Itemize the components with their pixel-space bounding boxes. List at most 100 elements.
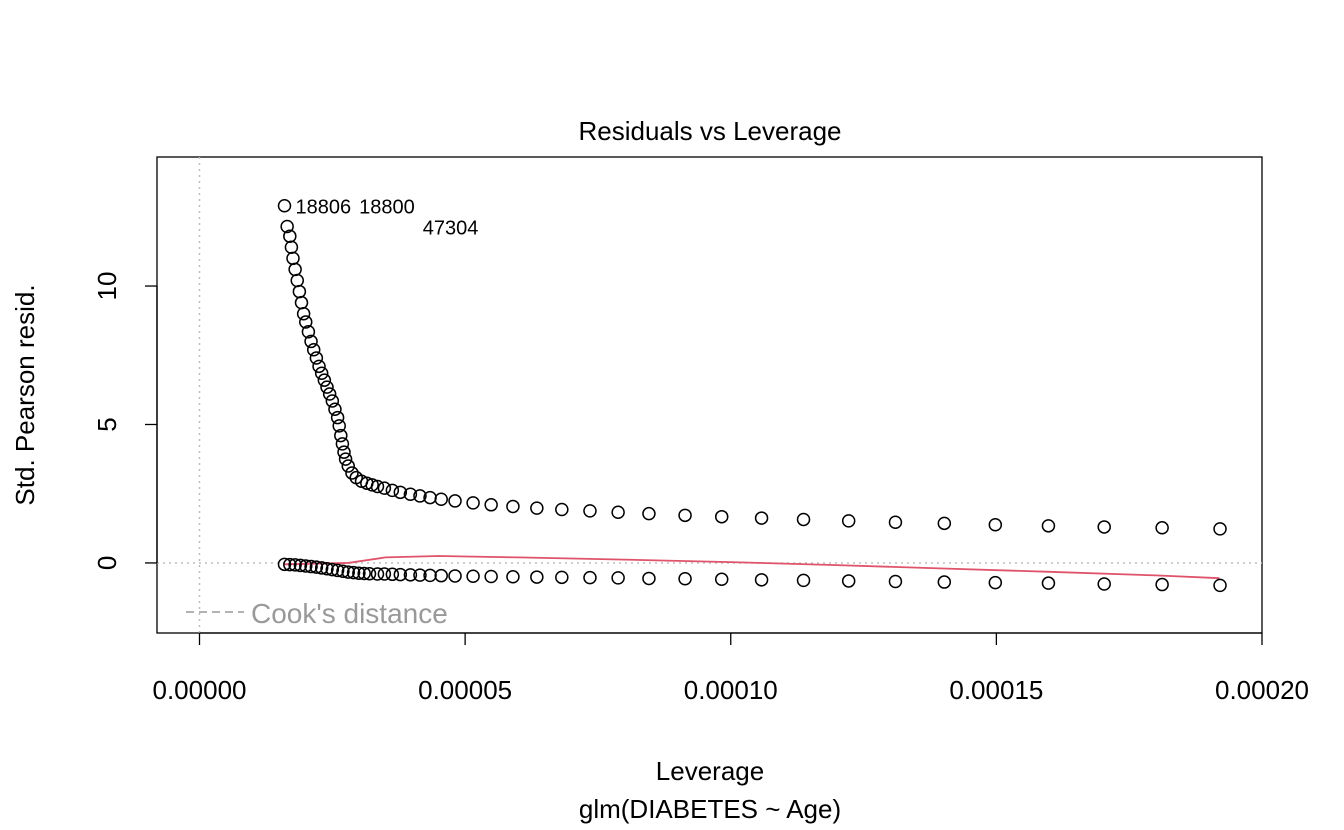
data-point [393,485,408,500]
data-point [413,489,427,503]
data-point [484,498,498,512]
data-point [530,570,544,584]
data-point [555,502,569,517]
data-point [309,351,324,365]
data-point [296,306,311,321]
x-axis: 0.00000 0.00005 0.00010 0.00015 0.00020 [153,632,1309,705]
data-point [330,563,345,578]
data-point [317,373,332,387]
legend-label: Cook's distance [251,598,448,629]
point-label: 47304 [423,218,479,240]
points-group [277,198,1227,593]
data-point [288,262,302,277]
x-axis-label: Leverage [656,756,764,786]
data-point [346,565,361,580]
data-point [1213,578,1227,593]
data-point [377,481,392,495]
data-point [362,566,377,581]
data-point [370,479,385,494]
x-tick-label: 0.00015 [949,675,1043,705]
data-point [888,574,903,589]
data-point [293,558,308,573]
data-point [988,575,1003,590]
data-point [506,499,520,514]
data-point [1041,519,1056,533]
x-tick-label: 0.00010 [684,675,778,705]
data-point [312,359,326,374]
data-point [322,387,337,401]
data-point [301,324,316,339]
data-point [841,514,856,528]
data-point [357,566,371,581]
data-point [337,445,351,459]
data-point [1155,521,1169,535]
data-point [754,511,769,525]
data-point [530,501,544,515]
data-point [642,506,656,521]
data-point [506,570,520,584]
data-point [352,566,366,580]
data-point [1097,577,1111,591]
data-point [448,569,462,583]
y-tick-label: 5 [92,417,122,431]
x-axis-sublabel: glm(DIABETES ~ Age) [579,794,841,824]
data-point [288,558,302,572]
data-point [309,560,324,574]
data-point [403,568,418,582]
data-point [325,562,340,577]
chart-title: Residuals vs Leverage [578,116,841,146]
data-point [466,496,480,510]
data-point [365,478,379,492]
data-point [280,219,294,234]
data-point [304,559,318,574]
data-point [330,410,345,425]
data-point [277,557,292,572]
data-point [299,559,313,573]
data-point [334,428,348,443]
data-point [841,574,856,588]
data-point [336,564,350,579]
x-tick-label: 0.00000 [153,675,247,705]
y-tick-label: 0 [92,556,122,570]
data-point [341,565,355,579]
data-point [423,568,437,583]
data-point [370,567,385,581]
data-point [283,557,297,572]
data-point [277,198,292,213]
x-tick-label: 0.00005 [418,675,512,705]
data-point [335,437,350,451]
data-point [290,273,304,288]
data-point [294,295,309,310]
data-point [306,342,321,357]
data-point [988,517,1003,532]
data-point [678,508,692,523]
x-tick-label: 0.00020 [1215,675,1309,705]
data-point [338,452,353,466]
data-point [325,394,340,408]
y-axis: 0 5 10 [92,272,158,570]
data-point [642,571,656,586]
data-point [286,251,300,266]
data-point [678,571,692,586]
y-axis-label: Std. Pearson resid. [10,284,40,505]
data-point [714,572,729,587]
data-point [1041,576,1056,590]
point-label: 18800 [359,197,415,219]
data-point [403,487,418,502]
data-point [385,567,400,582]
data-point [434,492,448,507]
data-point [385,483,400,498]
data-point [611,571,625,585]
data-point [583,504,597,518]
data-point [796,573,811,588]
point-label: 18806 [296,197,352,219]
data-point [1155,577,1169,592]
data-point [332,419,346,433]
data-point [292,284,307,299]
data-point [888,515,903,529]
data-point [314,366,329,381]
data-point [299,315,313,329]
data-point [466,569,480,583]
data-point [555,570,569,585]
